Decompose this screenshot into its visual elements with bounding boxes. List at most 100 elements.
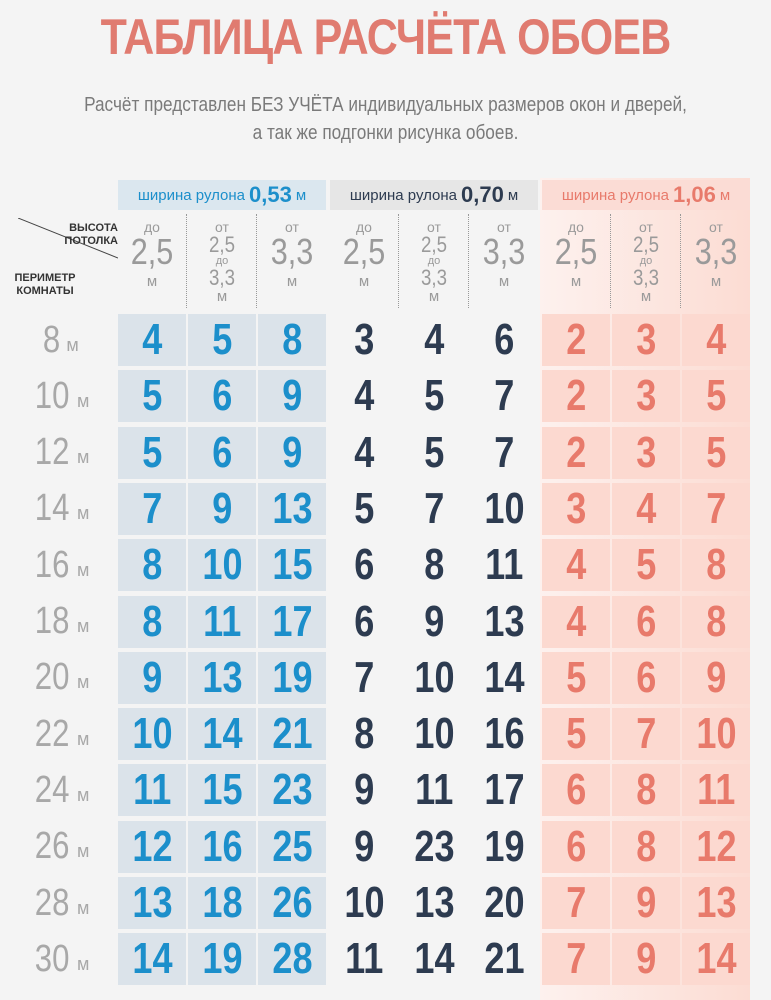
table-cell: 6 — [612, 595, 680, 648]
row-number: 10 — [34, 374, 70, 417]
cell-value: 7 — [423, 483, 445, 533]
cell-value: 25 — [271, 821, 313, 871]
cell-value: 10 — [413, 652, 455, 702]
column-header: от 3,3 м — [470, 214, 538, 308]
table-cell: 4 — [542, 539, 610, 592]
table-cell: 11 — [188, 595, 256, 648]
table-cell: 4 — [330, 370, 398, 422]
row-label: 14 м — [18, 483, 102, 535]
row-number: 12 — [34, 431, 70, 474]
column-header: от 2,5 до 3,3 м — [612, 214, 681, 308]
table-cell: 8 — [682, 539, 750, 592]
cell-value: 3 — [635, 427, 657, 477]
cell-value: 4 — [635, 483, 657, 533]
row-label: 16 м — [18, 539, 102, 591]
column-header: до 2,5 м — [542, 214, 611, 308]
table-cell: 7 — [470, 370, 538, 422]
column-header: до 2,5 м — [118, 214, 187, 308]
table-cell: 4 — [542, 595, 610, 648]
cell-value: 10 — [343, 878, 385, 927]
cell-value: 5 — [635, 540, 657, 590]
group-label: ширина рулона — [561, 186, 670, 204]
table-cell: 5 — [612, 539, 680, 592]
table-cell: 12 — [118, 820, 186, 873]
table-cell: 14 — [682, 933, 750, 986]
table-cell: 6 — [612, 651, 680, 704]
table-cell: 10 — [118, 708, 186, 761]
table-cell: 17 — [258, 595, 326, 648]
table-cell: 6 — [470, 314, 538, 366]
cell-value: 7 — [353, 652, 375, 702]
cell-value: 9 — [635, 878, 657, 927]
cell-value: 11 — [132, 765, 172, 815]
table-cell: 9 — [330, 821, 398, 873]
cell-value: 8 — [635, 821, 657, 871]
group-unit: м — [507, 186, 519, 204]
row-number: 16 — [34, 543, 70, 586]
cell-value: 9 — [281, 427, 303, 477]
table-cell: 7 — [400, 483, 468, 535]
cell-value: 7 — [493, 371, 515, 421]
table-cell: 3 — [612, 370, 680, 423]
group-label: ширина рулона — [137, 186, 246, 204]
table-cell: 13 — [258, 482, 326, 535]
table-cell: 4 — [682, 314, 750, 366]
column-mid: до — [427, 255, 441, 267]
table-cell: 4 — [400, 314, 468, 366]
table-cell: 28 — [258, 933, 326, 986]
title: ТАБЛИЦА РАСЧЁТА ОБОЕВ — [100, 9, 672, 65]
row-number: 8 — [43, 318, 61, 361]
table-cell: 2 — [542, 314, 610, 366]
column-header: до 2,5 м — [330, 214, 399, 308]
cell-value: 21 — [271, 709, 313, 759]
column-unit: м — [428, 288, 440, 305]
cell-value: 11 — [202, 596, 242, 646]
table-cell: 13 — [682, 877, 750, 929]
group-header: ширина рулона 0,53 м — [118, 180, 326, 210]
cell-value: 14 — [483, 652, 525, 702]
column-unit: м — [710, 273, 722, 290]
row-unit: м — [76, 390, 90, 411]
table-cell: 10 — [400, 652, 468, 704]
cell-value: 11 — [696, 765, 736, 815]
row-unit: м — [66, 334, 79, 355]
table-cell: 3 — [542, 482, 610, 535]
table-cell: 10 — [470, 483, 538, 535]
cell-value: 15 — [201, 765, 243, 815]
cell-value: 16 — [483, 709, 525, 759]
corner-divider — [18, 218, 118, 259]
table-cell: 3 — [612, 426, 680, 479]
cell-value: 13 — [695, 878, 737, 927]
cell-value: 3 — [635, 371, 657, 421]
table-cell: 5 — [188, 314, 256, 366]
cell-value: 26 — [271, 878, 313, 927]
column-header: от 3,3 м — [258, 214, 326, 308]
table-cell: 23 — [258, 764, 326, 817]
table-cell: 9 — [612, 877, 680, 929]
cell-value: 5 — [141, 427, 163, 477]
group-width: 1,06 — [673, 182, 716, 207]
column-value: 3,3 — [482, 231, 526, 272]
table-cell: 11 — [682, 764, 750, 817]
row-number: 20 — [34, 656, 70, 699]
column-unit: м — [286, 273, 298, 290]
table-cell: 8 — [118, 539, 186, 592]
table-cell: 7 — [330, 652, 398, 704]
table-cell: 5 — [682, 426, 750, 479]
table-cell: 5 — [330, 483, 398, 535]
cell-value: 10 — [201, 540, 243, 590]
corner-top: ВЫСОТА ПОТОЛКА — [64, 222, 118, 247]
table-cell: 6 — [188, 426, 256, 479]
column-prefix: от — [427, 219, 441, 235]
row-number: 28 — [34, 881, 70, 924]
table-cell: 5 — [400, 370, 468, 422]
cell-value: 6 — [565, 821, 587, 871]
table-cell: 4 — [118, 314, 186, 366]
cell-value: 14 — [201, 709, 243, 759]
table-cell: 4 — [330, 427, 398, 479]
column-prefix: от — [709, 219, 723, 235]
subtitle: а так же подгонки рисунка обоев. — [252, 122, 519, 144]
row-label: 12 м — [18, 427, 102, 479]
group-unit: м — [295, 186, 307, 204]
table-cell: 6 — [542, 764, 610, 817]
